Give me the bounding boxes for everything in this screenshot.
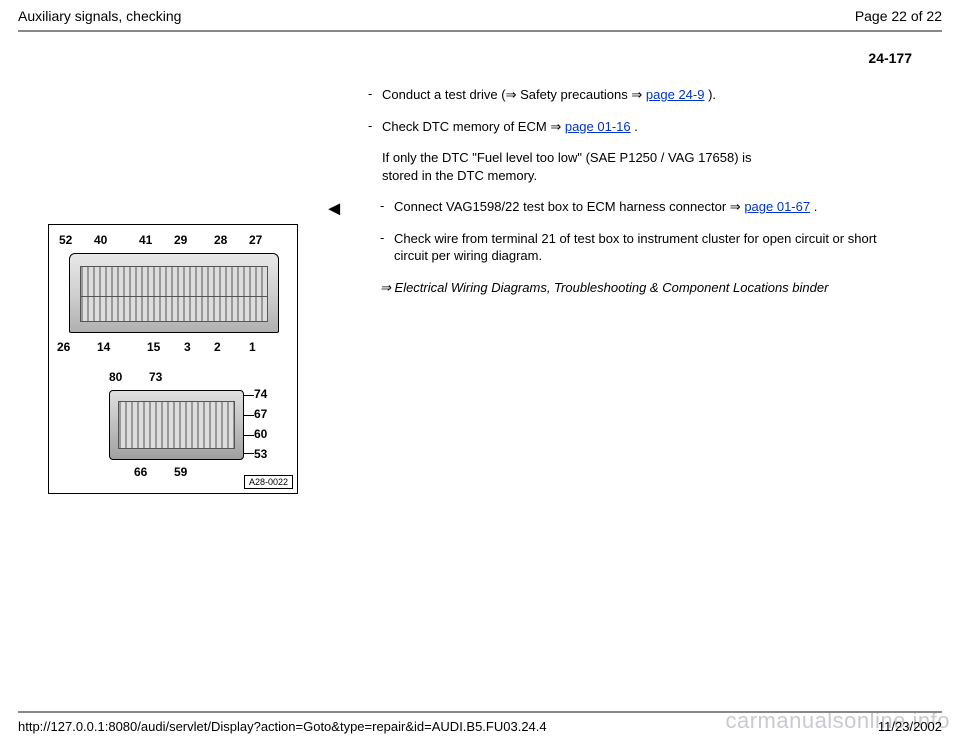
bullet-dash: - [368, 86, 382, 104]
page-footer: http://127.0.0.1:8080/audi/servlet/Displ… [0, 711, 960, 742]
pin-label: 80 [109, 370, 122, 384]
pin-label: 66 [134, 465, 147, 479]
figure-pointer-icon: ◄ [324, 198, 344, 221]
arrow-icon: ⇒ [730, 199, 741, 214]
lead-line [244, 435, 254, 436]
bullet-text: Check DTC memory of ECM ⇒ page 01-16 . [382, 118, 768, 136]
text-column: - Connect VAG1598/22 test box to ECM har… [368, 198, 912, 494]
pin-label: 27 [249, 233, 262, 247]
paragraph: If only the DTC "Fuel level too low" (SA… [382, 149, 768, 184]
bullet-dash: - [368, 118, 382, 136]
page-link[interactable]: page 24-9 [646, 87, 705, 102]
bullet-item: - Connect VAG1598/22 test box to ECM har… [380, 198, 880, 216]
pin-label: 60 [254, 427, 267, 441]
pin-label: 73 [149, 370, 162, 384]
lower-block: ◄ 52 40 41 29 28 27 26 14 15 3 2 1 [48, 198, 912, 494]
text: ). [704, 87, 716, 102]
text: . [631, 119, 638, 134]
pin-label: 1 [249, 340, 256, 354]
connector-a [69, 253, 279, 333]
text: Conduct a test drive ( [382, 87, 506, 102]
pin-label: 59 [174, 465, 187, 479]
bullet-item: - Conduct a test drive (⇒ Safety precaut… [368, 86, 768, 104]
pin-label: 40 [94, 233, 107, 247]
section-number: 24-177 [0, 32, 960, 66]
connector-b [109, 390, 244, 460]
binder-reference: ⇒ Electrical Wiring Diagrams, Troublesho… [380, 279, 880, 297]
text: Connect VAG1598/22 test box to ECM harne… [394, 199, 730, 214]
footer-row: http://127.0.0.1:8080/audi/servlet/Displ… [0, 713, 960, 742]
text: Check DTC memory of ECM [382, 119, 550, 134]
bullet-text: Conduct a test drive (⇒ Safety precautio… [382, 86, 768, 104]
connector-figure: 52 40 41 29 28 27 26 14 15 3 2 1 80 [48, 224, 298, 494]
bullet-dash: - [380, 230, 394, 265]
pin-label: 26 [57, 340, 70, 354]
pin-label: 41 [139, 233, 152, 247]
lead-line [244, 415, 254, 416]
figure-column: ◄ 52 40 41 29 28 27 26 14 15 3 2 1 [48, 198, 368, 494]
text: Electrical Wiring Diagrams, Troubleshoot… [391, 280, 829, 295]
footer-url: http://127.0.0.1:8080/audi/servlet/Displ… [18, 719, 547, 734]
bullet-text: Check wire from terminal 21 of test box … [394, 230, 880, 265]
pin-label: 67 [254, 407, 267, 421]
pin-label: 52 [59, 233, 72, 247]
content-area: - Conduct a test drive (⇒ Safety precaut… [0, 66, 960, 494]
lead-line [244, 453, 254, 454]
bullet-item: - Check DTC memory of ECM ⇒ page 01-16 . [368, 118, 768, 136]
doc-title: Auxiliary signals, checking [18, 8, 181, 24]
page-link[interactable]: page 01-67 [744, 199, 810, 214]
pin-label: 14 [97, 340, 110, 354]
text: . [810, 199, 817, 214]
figure-code: A28-0022 [244, 475, 293, 489]
page-container: Auxiliary signals, checking Page 22 of 2… [0, 0, 960, 742]
pin-label: 3 [184, 340, 191, 354]
pin-label: 74 [254, 387, 267, 401]
page-link[interactable]: page 01-16 [565, 119, 631, 134]
pin-label: 2 [214, 340, 221, 354]
page-count: Page 22 of 22 [855, 8, 942, 24]
arrow-icon: ⇒ [631, 87, 642, 102]
text: Safety precautions [516, 87, 631, 102]
footer-date: 11/23/2002 [878, 719, 942, 734]
bullet-dash: - [380, 198, 394, 216]
bullet-text: Connect VAG1598/22 test box to ECM harne… [394, 198, 880, 216]
arrow-icon: ⇒ [380, 280, 391, 295]
pin-label: 28 [214, 233, 227, 247]
top-instruction-block: - Conduct a test drive (⇒ Safety precaut… [368, 86, 768, 184]
page-header: Auxiliary signals, checking Page 22 of 2… [0, 0, 960, 28]
pin-label: 29 [174, 233, 187, 247]
bullet-item: - Check wire from terminal 21 of test bo… [380, 230, 880, 265]
pin-label: 15 [147, 340, 160, 354]
pin-label: 53 [254, 447, 267, 461]
lead-line [244, 395, 254, 396]
arrow-icon: ⇒ [506, 87, 517, 102]
arrow-icon: ⇒ [550, 119, 561, 134]
